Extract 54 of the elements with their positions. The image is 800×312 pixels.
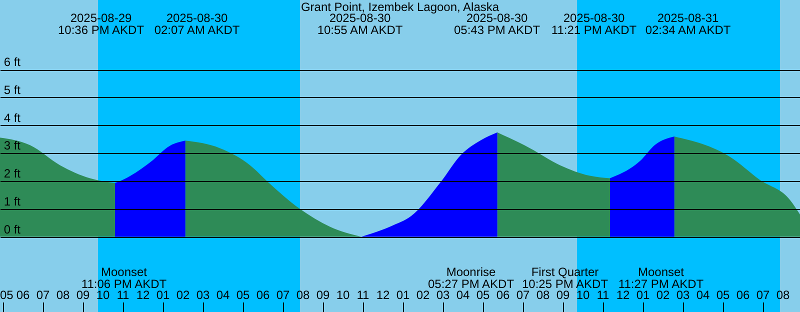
x-tick-label: 09 [76, 288, 90, 302]
x-tick-label: 07 [756, 288, 770, 302]
x-tick-label: 12 [376, 288, 390, 302]
annotation: 2025-08-30 05:43 PM AKDT [454, 11, 541, 37]
x-tick-label: 12 [136, 288, 150, 302]
x-tick-label: 10 [96, 288, 110, 302]
x-tick-label: 08 [56, 288, 70, 302]
x-tick-label: 03 [436, 288, 450, 302]
y-tick-label: 2 ft [4, 166, 22, 181]
annotation: 2025-08-31 02:34 AM AKDT [645, 11, 732, 37]
x-tick-label: 05 [0, 288, 14, 302]
x-tick-label: 10 [336, 288, 350, 302]
x-tick-label: 01 [396, 288, 410, 302]
x-tick-label: 05 [716, 288, 730, 302]
x-tick-label: 04 [696, 288, 710, 302]
x-tick-label: 01 [636, 288, 650, 302]
x-tick-label: 11 [596, 288, 610, 302]
y-tick-label: 5 ft [4, 83, 22, 97]
y-tick-label: 3 ft [4, 138, 22, 153]
x-tick-label: 03 [676, 288, 690, 302]
x-tick-label: 06 [16, 288, 30, 302]
x-tick-label: 07 [276, 288, 290, 302]
x-tick-label: 03 [196, 288, 210, 302]
x-tick-label: 10 [576, 288, 590, 302]
x-tick-label: 06 [256, 288, 270, 302]
x-tick-label: 01 [156, 288, 170, 302]
x-tick-label: 09 [316, 288, 330, 302]
annotation: Moonrise 05:27 PM AKDT [428, 265, 515, 291]
x-tick-label: 11 [116, 288, 130, 302]
y-tick-label: 4 ft [4, 110, 22, 125]
y-tick-label: 1 ft [4, 194, 22, 208]
x-tick-label: 11 [356, 288, 370, 302]
x-tick-label: 12 [616, 288, 630, 302]
chart-title: Grant Point, Izembek Lagoon, Alaska [300, 0, 500, 14]
x-tick-label: 07 [36, 288, 50, 302]
x-tick-label: 02 [416, 288, 430, 302]
annotation: 2025-08-30 10:55 AM AKDT [317, 11, 404, 37]
x-tick-label: 06 [736, 288, 750, 302]
y-tick-label: 0 ft [4, 222, 22, 236]
x-tick-label: 05 [236, 288, 250, 302]
x-tick-label: 08 [536, 288, 550, 302]
x-tick-label: 02 [176, 288, 190, 302]
x-tick-label: 02 [656, 288, 670, 302]
x-tick-label: 05 [476, 288, 490, 302]
x-tick-label: 09 [556, 288, 570, 302]
annotation: First Quarter 10:25 PM AKDT [522, 265, 609, 291]
x-tick-label: 07 [516, 288, 530, 302]
annotation: 2025-08-29 10:36 PM AKDT [58, 11, 145, 37]
x-tick-label: 06 [496, 288, 510, 302]
x-tick-label: 04 [456, 288, 470, 302]
annotation: Moonset 11:27 PM AKDT [618, 265, 704, 291]
annotation: 2025-08-30 02:07 AM AKDT [154, 11, 240, 37]
y-tick-label: 6 ft [4, 55, 22, 70]
x-tick-label: 04 [216, 288, 230, 302]
